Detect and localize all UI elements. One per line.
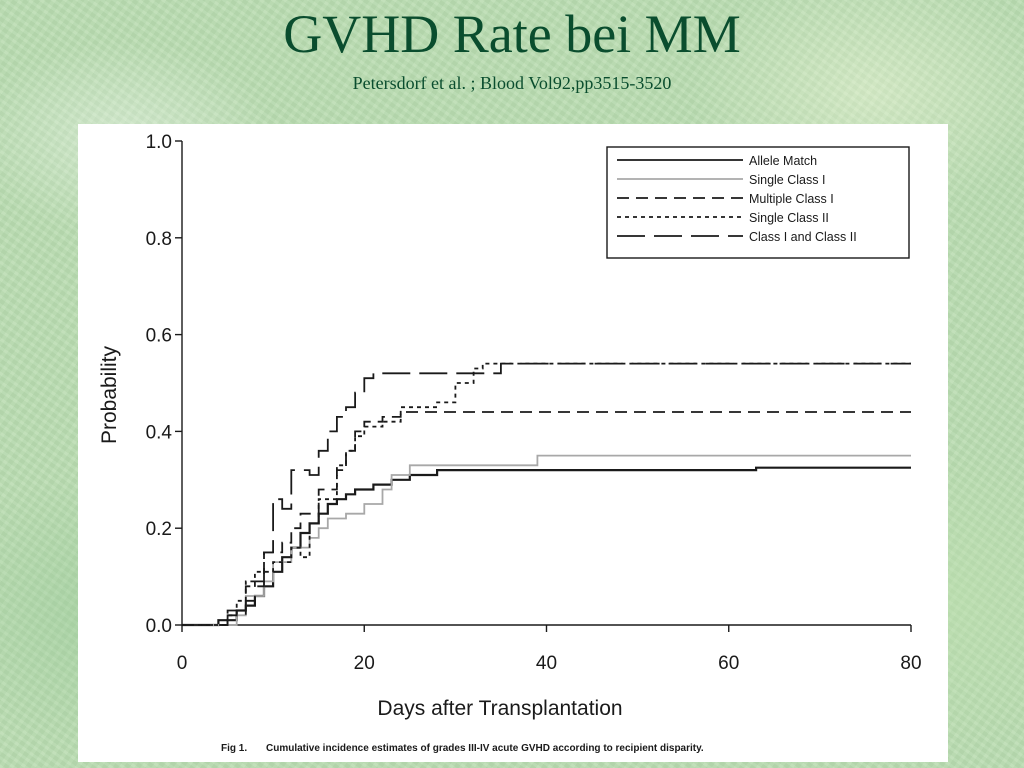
chart-legend: Allele Match Single Class I Multiple Class… [606,146,910,259]
km-chart: 0.0 0.2 0.4 0.6 0.8 1.0 0 20 40 60 80 Days after Tr… [98,132,922,754]
y-tick-label: 0.0 [146,616,172,637]
x-tick-label: 0 [177,653,188,674]
y-tick-label: 0.6 [146,326,172,347]
figure-caption: Fig 1. Cumulative incidence estimates of… [221,743,704,754]
series-line-multiple-class-i [182,411,911,626]
series-layer [182,362,911,627]
caption-text: Cumulative incidence estimates of grades… [266,743,704,754]
slide-subtitle: Petersdorf et al. ; Blood Vol92,pp3515-3… [352,73,672,93]
y-axis-title: Probability [98,345,121,444]
legend-label: Single Class I [749,173,825,187]
x-tick-label: 60 [718,653,739,674]
series-line-allele-match [182,466,911,627]
x-axis-title: Days after Transplantation [377,697,622,720]
x-tick-label: 40 [536,653,557,674]
series-line-class-i-and-class-ii [182,362,911,626]
chart-axes: 0.0 0.2 0.4 0.6 0.8 1.0 0 20 40 60 80 Days after Tr… [98,132,922,720]
legend-label: Class I and Class II [749,230,857,244]
y-tick-label: 0.8 [146,229,172,250]
series-line-single-class-i [182,454,911,626]
y-tick-label: 0.4 [146,422,173,443]
legend-box [606,146,910,259]
legend-label: Single Class II [749,211,829,225]
y-tick-label: 1.0 [146,132,172,153]
y-tick-label: 0.2 [146,519,172,540]
legend-label: Allele Match [749,154,817,168]
series-line-single-class-ii [182,362,911,626]
figure-panel: 0.0 0.2 0.4 0.6 0.8 1.0 0 20 40 60 80 Days after Tr… [78,124,948,762]
x-tick-label: 20 [354,653,375,674]
legend-label: Multiple Class I [749,192,834,206]
slide-title: GVHD Rate bei MM [283,4,741,64]
x-tick-label: 80 [900,653,921,674]
caption-label: Fig 1. [221,743,247,754]
